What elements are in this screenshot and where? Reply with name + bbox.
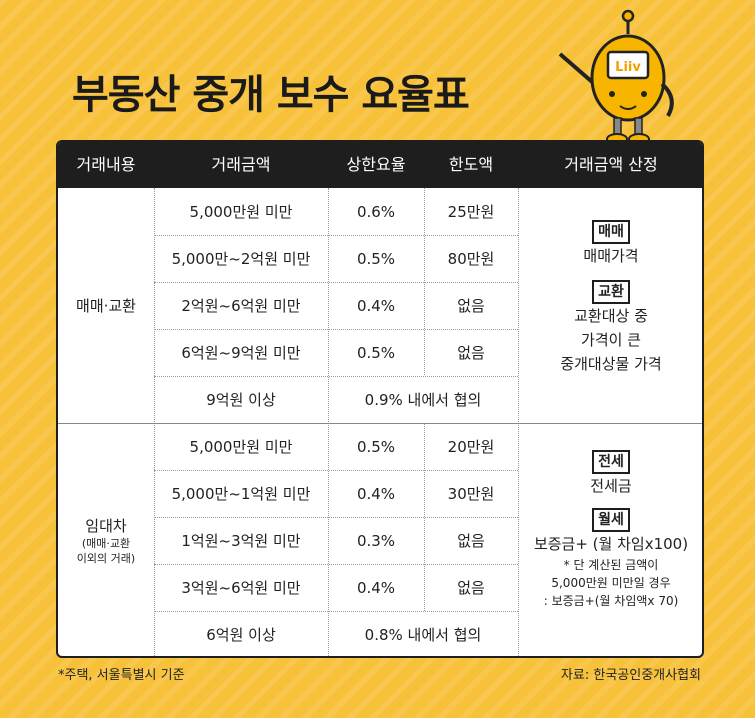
- table-cell-limit: 없음: [457, 532, 485, 550]
- table-cell-limit: 없음: [457, 344, 485, 362]
- table-header: 거래내용 거래금액 상한요율 한도액 거래금액 산정: [58, 142, 702, 188]
- table-cell-rate: 0.5%: [356, 343, 396, 362]
- table-cell-rate: 0.4%: [356, 296, 396, 315]
- calc-text: 중개대상물 가격: [560, 355, 662, 373]
- header-limit: 한도액: [448, 155, 494, 174]
- calc-basis-lease: 전세 전세금 월세 보증금+ (월 차임x100) * 단 계산된 금액이 5,…: [518, 450, 702, 610]
- header-calc-basis: 거래금액 산정: [564, 155, 658, 174]
- calc-note: * 단 계산된 금액이: [563, 558, 659, 572]
- table-cell-amount: 5,000만원 미만: [189, 203, 293, 221]
- mascot-robot-icon: Liiv: [558, 9, 674, 145]
- table-cell-limit: 20만원: [447, 438, 495, 456]
- header-max-rate: 상한요율: [346, 155, 406, 174]
- footnote-source: 자료: 한국공인중개사협회: [560, 668, 701, 683]
- table-cell-limit: 25만원: [447, 203, 495, 221]
- footnote-basis: *주택, 서울특별시 기준: [58, 668, 185, 683]
- table-cell-amount: 1억원~3억원 미만: [181, 532, 301, 550]
- table-cell-amount: 6억원 이상: [206, 626, 276, 644]
- header-transaction-type: 거래내용: [76, 155, 136, 174]
- calc-text: 매매가격: [583, 247, 639, 265]
- calc-text: 전세금: [590, 477, 632, 495]
- section-label-lease-title: 임대차: [85, 516, 127, 535]
- table-cell-amount: 3억원~6억원 미만: [181, 579, 301, 597]
- table-cell-amount: 9억원 이상: [206, 391, 276, 409]
- table-cell-rate: 0.6%: [356, 202, 396, 221]
- tag-jeonse: 전세: [592, 450, 630, 474]
- table-cell-rate: 0.4%: [356, 484, 396, 503]
- header-amount: 거래금액: [211, 155, 271, 174]
- mascot-badge-text: Liiv: [615, 60, 641, 75]
- tag-sale: 매매: [592, 220, 630, 244]
- section-label-lease-sub: 이외의 거래): [76, 551, 136, 565]
- calc-note: : 보증금+(월 차임액x 70): [543, 594, 679, 608]
- table-cell-rate: 0.5%: [356, 249, 396, 268]
- table-cell-amount: 6억원~9억원 미만: [181, 344, 301, 362]
- calc-text: 가격이 큰: [581, 331, 641, 349]
- table-cell-limit: 없음: [457, 297, 485, 315]
- fee-rate-table: 거래내용 거래금액 상한요율 한도액 거래금액 산정 매매·교환 5,000만원…: [56, 140, 704, 658]
- page-title: 부동산 중개 보수 요율표: [72, 72, 470, 118]
- table-cell-limit: 80만원: [447, 250, 495, 268]
- calc-basis-sale-exchange: 매매 매매가격 교환 교환대상 중 가격이 큰 중개대상물 가격: [518, 220, 702, 376]
- table-cell-amount: 5,000만원 미만: [189, 438, 293, 456]
- table-cell-rate: 0.5%: [356, 437, 396, 456]
- table-cell-limit: 30만원: [447, 485, 495, 503]
- section-label-lease: 임대차 (매매·교환 이외의 거래): [58, 423, 154, 656]
- tag-exchange: 교환: [592, 280, 630, 304]
- table-cell-merged-rate: 0.8% 내에서 협의: [364, 626, 482, 644]
- section-label-lease-sub: (매매·교환: [81, 536, 131, 550]
- table-cell-merged-rate: 0.9% 내에서 협의: [364, 391, 482, 409]
- calc-text: 보증금+ (월 차임x100): [533, 535, 689, 553]
- table-cell-rate: 0.4%: [356, 578, 396, 597]
- table-cell-rate: 0.3%: [356, 531, 396, 550]
- calc-note: 5,000만원 미만일 경우: [551, 576, 671, 590]
- table-cell-amount: 5,000만~2억원 미만: [171, 250, 311, 268]
- table-cell-limit: 없음: [457, 579, 485, 597]
- calc-text: 교환대상 중: [574, 307, 648, 325]
- table-cell-amount: 2억원~6억원 미만: [181, 297, 301, 315]
- section-label-sale-exchange: 매매·교환: [76, 297, 136, 315]
- tag-monthly-rent: 월세: [592, 508, 630, 532]
- table-cell-amount: 5,000만~1억원 미만: [171, 485, 311, 503]
